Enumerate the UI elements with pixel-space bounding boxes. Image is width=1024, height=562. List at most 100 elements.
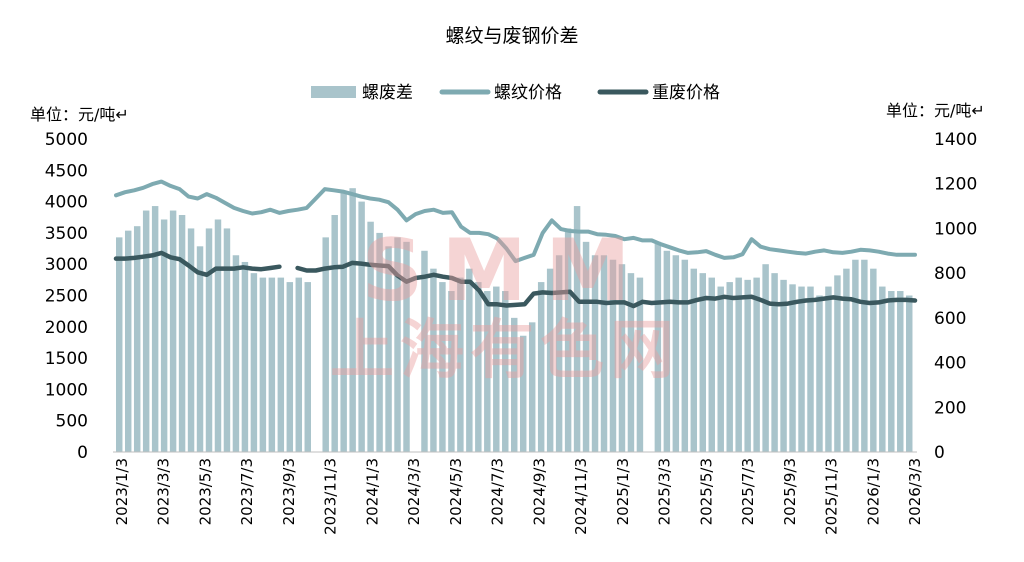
bar-spread <box>654 241 662 452</box>
x-tick-label: 2023/1/3 <box>113 458 131 525</box>
bar-spread <box>888 291 895 452</box>
right-y-tick-label: 1200 <box>934 175 977 195</box>
x-tick-label: 2023/3/3 <box>155 458 173 525</box>
bar-spread <box>906 295 913 452</box>
bar-spread <box>277 277 285 452</box>
bar-spread <box>618 264 626 452</box>
legend-label-bar: 螺废差 <box>362 83 413 103</box>
right-y-tick-label: 1000 <box>934 219 977 239</box>
bar-spread <box>304 282 311 452</box>
bar-spread <box>555 255 563 452</box>
x-tick-label: 2025/11/3 <box>823 458 841 535</box>
bar-spread <box>116 237 123 452</box>
left-y-tick-label: 1500 <box>45 349 88 369</box>
line-scrap-price <box>113 250 918 309</box>
bar-spread <box>160 219 168 452</box>
bar-spread <box>133 226 141 452</box>
bar-spread <box>609 259 617 452</box>
bar-spread <box>430 268 437 452</box>
bar-spread <box>798 286 805 452</box>
bar-spread <box>528 322 536 452</box>
left-y-tick-label: 4500 <box>45 161 88 181</box>
x-tick-label: 2024/7/3 <box>489 458 507 525</box>
x-tick-label: 2023/5/3 <box>197 458 215 525</box>
chart-title: 螺纹与废钢价差 <box>445 25 578 47</box>
bar-spread <box>861 259 868 452</box>
bar-spread <box>331 215 338 452</box>
bar-spread <box>403 241 410 452</box>
x-tick-label: 2025/5/3 <box>697 458 715 525</box>
bar-spread <box>726 282 733 452</box>
bar-spread <box>421 250 428 452</box>
x-tick-label: 2024/5/3 <box>447 458 465 525</box>
bar-spread <box>376 232 383 452</box>
bar-spread <box>259 277 267 452</box>
bar-spread <box>394 237 401 452</box>
left-y-tick-label: 0 <box>77 443 88 463</box>
bar-spread <box>843 268 850 452</box>
x-axis: 2023/1/3 2023/3/3 2023/5/3 2023/7/3 2023/9/3… <box>113 458 924 535</box>
bar-spread <box>789 284 796 452</box>
right-y-tick-label: 200 <box>934 398 966 418</box>
right-y-tick-label: 0 <box>934 443 945 463</box>
x-tick-label: 2025/9/3 <box>781 458 799 525</box>
bar-spread <box>780 279 787 452</box>
x-tick-label: 2024/1/3 <box>363 458 381 525</box>
legend-label-rebar: 螺纹价格 <box>494 83 562 103</box>
bar-spread <box>573 206 581 452</box>
left-y-tick-label: 3000 <box>45 255 88 275</box>
bar-spread <box>349 188 356 452</box>
bar-spread <box>466 268 473 452</box>
bar-spread <box>762 264 769 452</box>
bar-spread <box>439 282 446 452</box>
bar-spread <box>807 286 814 452</box>
bar-spread <box>546 268 554 452</box>
bar-spread <box>897 291 904 452</box>
x-tick-label: 2023/7/3 <box>238 458 256 525</box>
bar-spread <box>591 255 599 452</box>
bar-spread <box>582 241 590 452</box>
right-y-tick-label: 600 <box>934 309 966 329</box>
x-tick-label: 2023/11/3 <box>322 458 340 535</box>
left-y-tick-label: 2000 <box>45 318 88 338</box>
x-tick-label: 2025/1/3 <box>614 458 632 525</box>
line-rebar-price <box>114 179 917 264</box>
left-y-tick-label: 500 <box>56 412 88 432</box>
bar-spread <box>663 250 671 452</box>
x-tick-label: 2024/11/3 <box>572 458 590 535</box>
bar-spread <box>169 210 177 452</box>
bar-spread <box>187 228 195 452</box>
bar-spread <box>178 215 186 452</box>
bar-spread <box>457 277 464 452</box>
bar-spread <box>834 275 841 452</box>
bar-spread <box>205 228 213 452</box>
bar-spread <box>717 286 724 452</box>
right-y-tick-label: 1400 <box>934 130 977 150</box>
bar-spread <box>268 277 276 452</box>
legend: 螺废差 螺纹价格 重废价格 <box>311 83 720 103</box>
bar-spread <box>214 219 222 452</box>
bar-spread <box>879 286 886 452</box>
bar-spread <box>852 259 859 452</box>
bar-spread <box>340 192 347 452</box>
right-y-tick-label: 800 <box>934 264 966 284</box>
bar-spread <box>358 201 365 452</box>
right-y-axis: 0 200 400 600 800 1000 1200 1400 <box>934 130 977 463</box>
x-tick-label: 2024/9/3 <box>530 458 548 525</box>
bar-spread <box>367 221 374 452</box>
bar-spread <box>600 255 608 452</box>
bar-spread <box>286 282 294 452</box>
bar-spread <box>519 335 527 452</box>
bar-spread <box>142 210 150 452</box>
bar-spread <box>502 291 509 452</box>
bar-spread <box>825 286 832 452</box>
bar-spread <box>322 237 329 452</box>
bar-spread <box>627 273 635 452</box>
bar-spread <box>250 273 258 452</box>
left-y-tick-label: 4000 <box>45 193 88 213</box>
bar-spread <box>241 261 249 452</box>
bar-spread <box>672 255 680 452</box>
bar-spread <box>564 228 572 452</box>
x-tick-label: 2026/1/3 <box>864 458 882 525</box>
